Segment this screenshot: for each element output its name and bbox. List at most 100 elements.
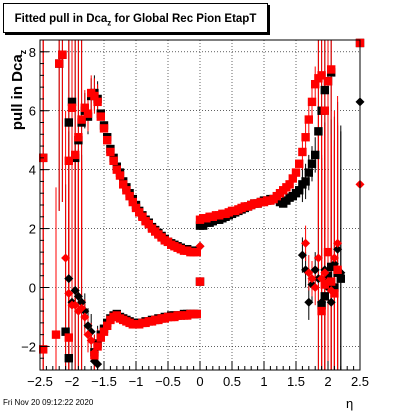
data-point-square: [96, 112, 105, 121]
timestamp-footer: Fri Nov 20 09:12:22 2020: [3, 398, 94, 407]
data-point-square: [285, 180, 294, 189]
data-point-diamond: [304, 268, 314, 278]
data-point-diamond: [307, 274, 317, 284]
data-point-diamond: [64, 274, 74, 284]
data-point-square: [192, 309, 201, 319]
data-point-square: [288, 174, 297, 183]
data-point-square: [128, 197, 137, 207]
x-tick-label: 1.5: [287, 374, 305, 389]
data-point-square: [125, 191, 134, 201]
data-point-square: [80, 103, 89, 112]
y-axis-label: pull in Dcaz: [8, 45, 28, 135]
data-point-square: [93, 342, 102, 351]
title-subscript: z: [107, 18, 112, 28]
data-point-square: [58, 50, 67, 59]
data-point-square: [99, 124, 109, 133]
data-point-diamond: [73, 291, 83, 301]
data-point-diamond: [77, 303, 87, 313]
data-point-diamond: [320, 268, 330, 278]
data-point-square: [135, 208, 144, 217]
data-point-square: [64, 354, 73, 363]
data-point-square: [307, 159, 317, 168]
x-tick-label: −1.5: [91, 374, 117, 389]
data-point-diamond: [195, 241, 205, 251]
x-tick-label: 0.5: [223, 374, 241, 389]
data-point-square: [304, 168, 313, 177]
data-point-diamond: [301, 238, 311, 248]
data-point-square: [83, 109, 93, 118]
data-point-square: [109, 156, 118, 166]
x-tick-label: 2.5: [351, 374, 369, 389]
ylabel-subscript: z: [18, 49, 28, 55]
title-tail: for Global Rec Pion EtapT: [111, 13, 257, 25]
data-point-square: [301, 133, 310, 142]
data-point-square: [106, 147, 115, 157]
data-point-diamond: [83, 321, 93, 331]
x-tick-label: −1: [129, 374, 144, 389]
data-point-square: [323, 271, 333, 280]
data-point-square: [298, 147, 307, 157]
data-point-diamond: [333, 238, 343, 248]
chart-title: Fitted pull in Dcaz for Global Rec Pion …: [3, 3, 268, 33]
data-point-square: [96, 333, 105, 342]
y-tick-label: 6: [29, 104, 36, 119]
data-point-square: [67, 97, 77, 107]
x-tick-label: 1: [260, 374, 267, 389]
data-point-diamond: [326, 297, 336, 307]
y-tick-label: 4: [29, 163, 36, 178]
data-point-diamond: [70, 285, 80, 295]
data-point-diamond: [70, 300, 80, 310]
data-point-square: [103, 321, 112, 331]
data-point-diamond: [61, 253, 71, 263]
data-point-square: [99, 327, 109, 336]
data-point-square: [61, 327, 70, 336]
data-point-square: [320, 280, 329, 289]
data-point-square: [115, 171, 125, 180]
data-point-square: [74, 133, 83, 142]
tick-labels: −2.5 −2 −1.5 −1 −0.5 0 0.5 1 1.5 2 2.5 −2 0 2 4 6 8: [21, 45, 369, 389]
data-point-square: [195, 277, 205, 286]
data-point-square: [320, 85, 329, 95]
data-point-diamond: [304, 297, 314, 307]
data-point-square: [131, 203, 141, 213]
data-point-square: [311, 79, 320, 89]
data-point-square: [295, 159, 304, 168]
ylabel-main: pull in Dca: [9, 54, 26, 131]
data-point-square: [192, 247, 201, 257]
data-point-square: [311, 150, 320, 160]
data-point-square: [77, 115, 86, 124]
data-point-square: [301, 177, 310, 186]
data-point-square: [320, 292, 329, 301]
data-point-diamond: [317, 274, 327, 284]
data-point-square: [323, 247, 333, 257]
data-point-diamond: [326, 285, 336, 295]
data-point-square: [323, 77, 333, 86]
data-point-diamond: [297, 250, 307, 260]
data-point-square: [330, 283, 339, 292]
data-point-square: [317, 71, 326, 80]
data-point-square: [291, 168, 301, 177]
data-point-square: [333, 265, 342, 275]
data-point-square: [93, 97, 102, 107]
x-axis-label: η: [346, 396, 354, 411]
axis-ticks: [39, 51, 361, 371]
data-point-square: [295, 186, 304, 195]
data-point-diamond: [77, 297, 87, 307]
data-point-diamond: [310, 265, 320, 275]
x-tick-label: −2: [65, 374, 80, 389]
data-point-square: [314, 127, 323, 136]
data-point-diamond: [64, 288, 74, 298]
data-point-square: [119, 180, 128, 189]
data-point-diamond: [310, 283, 320, 292]
data-point-square: [144, 219, 153, 229]
data-point-square: [327, 262, 336, 272]
data-point-square: [39, 345, 48, 354]
data-point-diamond: [89, 347, 99, 357]
data-point-square: [122, 186, 131, 195]
x-tick-label: 0: [196, 374, 203, 389]
data-point-diamond: [93, 359, 103, 369]
data-point-square: [71, 150, 80, 160]
x-tick-label: −0.5: [155, 374, 181, 389]
data-point-square: [103, 135, 112, 145]
